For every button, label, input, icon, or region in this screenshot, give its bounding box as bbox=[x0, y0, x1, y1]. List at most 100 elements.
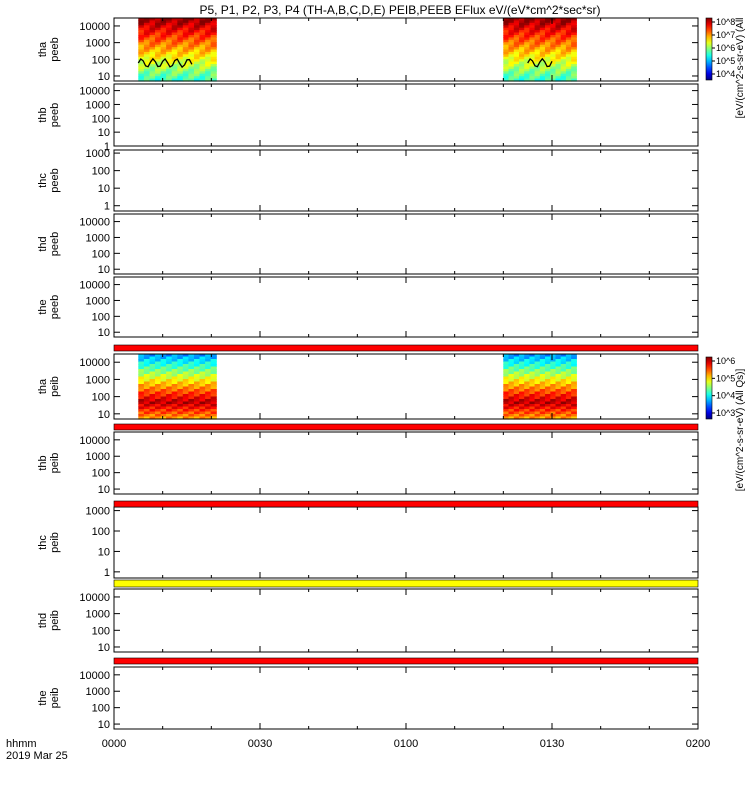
y-axis-label: peeb bbox=[49, 168, 61, 192]
colorbar-gradient bbox=[705, 356, 713, 420]
figure-title: P5, P1, P2, P3, P4 (TH-A,B,C,D,E) PEIB,P… bbox=[199, 3, 600, 17]
x-tick-label: 0000 bbox=[102, 738, 126, 750]
y-axis-label: peib bbox=[49, 376, 61, 397]
status-bar-yellow bbox=[113, 579, 699, 588]
panel-thb-peib: 10000 1000 100 10 thb peib bbox=[37, 431, 699, 496]
colorbar-bottom-label: [eV/(cm^2-s-sr-eV) (All Qs)] bbox=[735, 369, 746, 492]
y-axis-label: thb bbox=[37, 107, 49, 122]
y-tick-label: 1000 bbox=[86, 686, 110, 698]
y-tick-label: 100 bbox=[92, 625, 110, 637]
y-tick-label: 1000 bbox=[86, 148, 110, 160]
colorbar-gradient bbox=[705, 17, 713, 81]
status-bar-red bbox=[113, 657, 699, 665]
colorbar-tick-label: 10^6 bbox=[716, 356, 735, 366]
y-tick-label: 100 bbox=[92, 166, 110, 178]
y-tick-label: 100 bbox=[92, 526, 110, 538]
y-tick-label: 100 bbox=[92, 54, 110, 66]
y-tick-label: 10 bbox=[98, 327, 110, 339]
y-axis-label: thc bbox=[37, 535, 49, 550]
y-tick-label: 10000 bbox=[79, 86, 110, 98]
panel-frame bbox=[113, 83, 699, 147]
panel-the-peeb: 10000 1000 100 10 the peeb bbox=[37, 276, 699, 339]
x-tick-label: 0030 bbox=[248, 738, 272, 750]
y-axis-label: thb bbox=[37, 455, 49, 470]
colorbar-tick-label: 10^6 bbox=[716, 43, 735, 53]
y-tick-label: 1 bbox=[104, 567, 110, 579]
y-tick-label: 10000 bbox=[79, 435, 110, 447]
y-tick-label: 10 bbox=[98, 409, 110, 421]
colorbar-tick-label: 10^7 bbox=[716, 30, 735, 40]
panel-frame bbox=[113, 588, 699, 653]
panel-thc-peib: 1000 100 10 1 thc peib bbox=[37, 506, 699, 579]
y-tick-label: 1000 bbox=[86, 374, 110, 386]
y-tick-label: 1000 bbox=[86, 38, 110, 50]
panel-frame bbox=[113, 431, 699, 495]
panel-frame bbox=[113, 276, 699, 338]
y-tick-label: 1000 bbox=[86, 99, 110, 111]
y-tick-label: 100 bbox=[92, 468, 110, 480]
y-axis-label: peib bbox=[49, 453, 61, 474]
panel-frame bbox=[113, 666, 699, 730]
y-tick-label: 10000 bbox=[79, 217, 110, 229]
y-tick-label: 1000 bbox=[86, 506, 110, 518]
y-tick-label: 10000 bbox=[79, 357, 110, 369]
y-axis-label: peib bbox=[49, 610, 61, 631]
panel-thd-peeb: 10000 1000 100 10 thd peeb bbox=[37, 213, 699, 276]
y-axis-label: thc bbox=[37, 173, 49, 188]
y-axis-label: peib bbox=[49, 532, 61, 553]
density-trace bbox=[527, 57, 553, 68]
y-tick-label: 10000 bbox=[79, 592, 110, 604]
y-tick-label: 10 bbox=[98, 183, 110, 195]
status-bar-red bbox=[113, 500, 699, 508]
y-tick-label: 100 bbox=[92, 703, 110, 715]
y-axis-label: the bbox=[37, 299, 49, 314]
colorbar-top-label: [eV/(cm^2-s-sr-eV) (All bbox=[735, 18, 746, 119]
y-axis-label: tha bbox=[37, 378, 49, 394]
y-axis-label: peeb bbox=[49, 295, 61, 319]
status-bar-red bbox=[113, 344, 699, 352]
y-tick-label: 10000 bbox=[79, 670, 110, 682]
y-tick-label: 10 bbox=[98, 719, 110, 731]
spectrogram-block bbox=[138, 18, 217, 82]
y-axis-label: thd bbox=[37, 236, 49, 251]
colorbar-bottom: 10^6 10^5 10^4 10^3 bbox=[705, 356, 735, 420]
y-tick-label: 100 bbox=[92, 311, 110, 323]
x-tick-label: 0100 bbox=[394, 738, 418, 750]
x-axis-label-line1: hhmm bbox=[6, 738, 37, 750]
panel-thc-peeb: 1000 100 10 1 thc peeb bbox=[37, 148, 699, 213]
y-axis-label: tha bbox=[37, 41, 49, 57]
colorbar-tick-label: 10^5 bbox=[716, 373, 735, 383]
y-tick-label: 100 bbox=[92, 113, 110, 125]
y-tick-label: 10 bbox=[98, 484, 110, 496]
y-tick-label: 10 bbox=[98, 127, 110, 139]
y-tick-label: 1000 bbox=[86, 609, 110, 621]
y-tick-label: 100 bbox=[92, 392, 110, 404]
y-tick-label: 1 bbox=[104, 201, 110, 213]
panel-tha-peib: 10000 1000 100 10 tha peib bbox=[37, 353, 699, 421]
panel-the-peib: 10000 1000 100 10 the peib bbox=[37, 666, 699, 731]
y-axis-label: the bbox=[37, 690, 49, 705]
spectrogram-block bbox=[503, 354, 577, 420]
colorbar-tick-label: 10^8 bbox=[716, 17, 735, 27]
density-trace bbox=[137, 57, 193, 69]
colorbar-tick-label: 10^4 bbox=[716, 69, 735, 79]
y-axis-label: peeb bbox=[49, 232, 61, 256]
colorbar-tick-label: 10^4 bbox=[716, 391, 735, 401]
y-axis-label: peeb bbox=[49, 37, 61, 61]
y-tick-label: 100 bbox=[92, 248, 110, 260]
colorbar-top: 10^8 10^7 10^6 10^5 10^4 bbox=[705, 17, 735, 81]
colorbar-tick-label: 10^5 bbox=[716, 56, 735, 66]
y-tick-label: 1 bbox=[104, 141, 110, 153]
y-tick-label: 10000 bbox=[79, 280, 110, 292]
panel-thd-peib: 10000 1000 100 10 thd peib bbox=[37, 588, 699, 654]
panel-frame bbox=[113, 506, 699, 579]
x-tick-label: 0130 bbox=[540, 738, 564, 750]
y-axis-label: thd bbox=[37, 613, 49, 628]
colorbar-tick-label: 10^3 bbox=[716, 408, 735, 418]
y-tick-label: 10 bbox=[98, 642, 110, 654]
y-tick-label: 1000 bbox=[86, 232, 110, 244]
panel-frame bbox=[113, 149, 699, 212]
y-tick-label: 10 bbox=[98, 264, 110, 276]
